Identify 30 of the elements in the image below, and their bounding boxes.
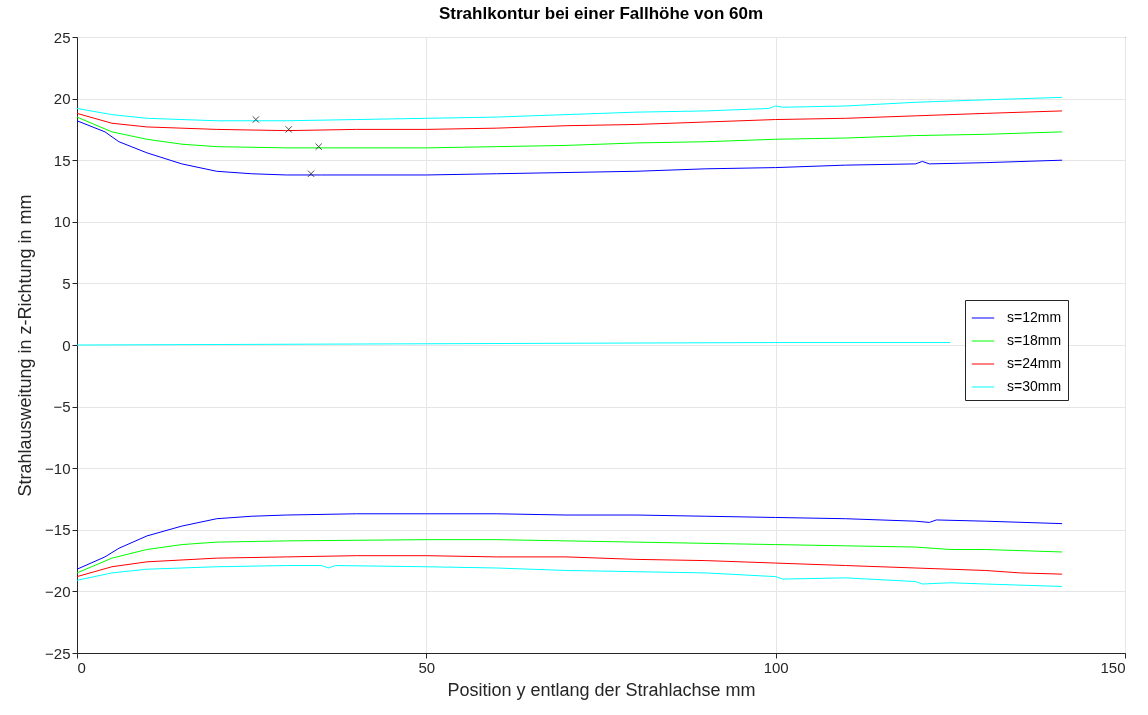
legend-label: s=24mm — [1007, 355, 1062, 371]
y-tick-label: −25 — [45, 644, 71, 662]
line-series — [76, 539, 1063, 574]
y-tick-label: 15 — [53, 151, 71, 169]
y-tick-label: 0 — [62, 336, 71, 354]
line-series — [76, 513, 1063, 570]
y-tick-label: 10 — [53, 213, 71, 231]
legend-label: s=12mm — [1007, 309, 1062, 325]
line-series — [76, 120, 1063, 176]
line-series — [76, 116, 1063, 149]
y-tick-label: −20 — [45, 582, 71, 600]
x-tick-label: 0 — [77, 658, 86, 676]
line-series — [76, 565, 1063, 587]
y-tick-label: 20 — [53, 90, 71, 108]
x-tick-label: 50 — [418, 658, 436, 676]
y-tick-label: −10 — [45, 459, 71, 477]
y-tick-label: −5 — [53, 398, 71, 416]
y-tick-label: 5 — [62, 274, 71, 292]
line-series — [76, 96, 1063, 122]
y-axis-title: Strahlausweitung in z-Richtung in mm — [15, 194, 36, 497]
line-series — [76, 110, 1063, 132]
chart-title: Strahlkontur bei einer Fallhöhe von 60m — [438, 4, 764, 23]
x-tick-label: 100 — [763, 658, 789, 676]
legend-label: s=18mm — [1007, 332, 1062, 348]
x-tick-label: 150 — [1100, 658, 1126, 676]
x-axis-title: Position y entlang der Strahlachse mm — [447, 679, 756, 700]
y-tick-label: 25 — [53, 28, 71, 46]
legend-label: s=30mm — [1007, 378, 1062, 394]
y-tick-label: −15 — [45, 521, 71, 539]
line-series — [76, 555, 1063, 578]
